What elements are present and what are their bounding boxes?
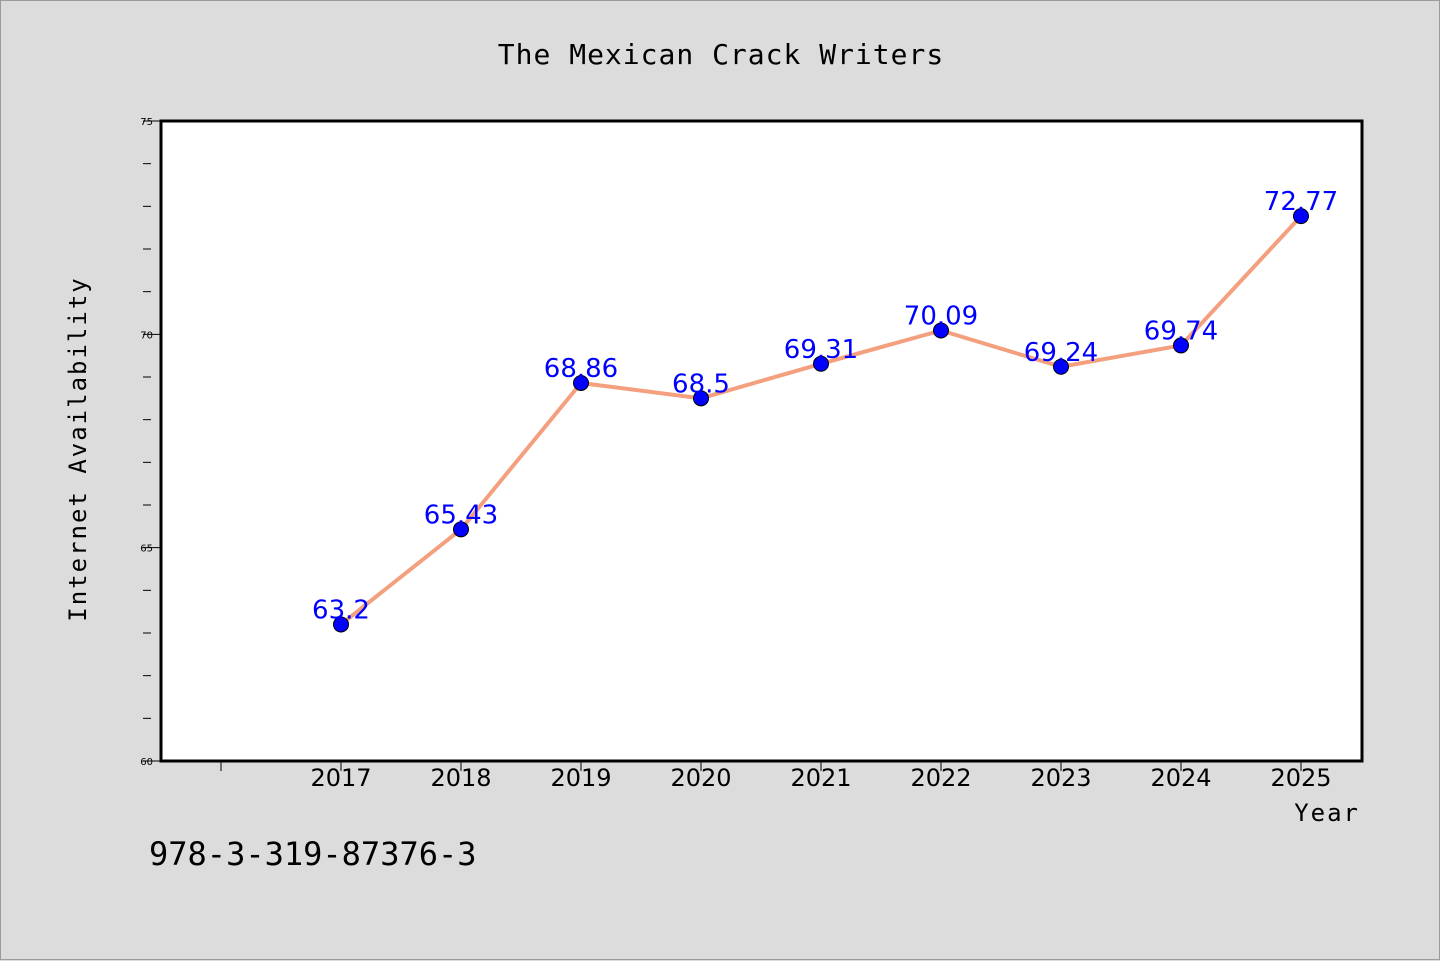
x-tick-label: 2020 (670, 764, 731, 792)
y-tick-label: 65 (140, 544, 153, 555)
y-axis-label: Internet Availability (64, 276, 92, 621)
x-tick-label: 2019 (550, 764, 611, 792)
data-label: 72.77 (1264, 187, 1338, 217)
data-label: 68.5 (672, 369, 730, 399)
data-label: 69.24 (1024, 338, 1098, 368)
data-point (333, 616, 349, 633)
x-tick-label: 2018 (430, 764, 491, 792)
data-point (453, 521, 469, 538)
x-tick-label: 2022 (910, 764, 971, 792)
x-axis-label: Year (1294, 799, 1360, 827)
x-tick-label: 2024 (1150, 764, 1211, 792)
data-labels: 63.2 65.43 68.86 68.5 69.31 70.09 69.24 69.74 72… (312, 187, 1338, 625)
y-tick-label: 70 (140, 330, 153, 341)
y-minor-ticks (143, 163, 151, 719)
data-point (1173, 337, 1189, 354)
data-label: 63.2 (312, 595, 370, 625)
data-point (693, 390, 709, 407)
x-tick-label: 2025 (1270, 764, 1331, 792)
data-label: 69.74 (1144, 316, 1218, 346)
x-ticks: 2017 2018 2019 2020 2021 2022 2023 2024 2025 (220, 761, 1332, 792)
x-tick-label: 2023 (1030, 764, 1091, 792)
y-tick-label: 75 (140, 117, 153, 128)
series-internet-availability (333, 208, 1309, 633)
data-label: 65.43 (424, 500, 498, 530)
x-tick-label: 2021 (790, 764, 851, 792)
data-label: 69.31 (784, 335, 858, 365)
data-point (933, 322, 949, 339)
footer-isbn: 978-3-319-87376-3 (149, 835, 477, 873)
chart-title: The Mexican Crack Writers (498, 38, 944, 71)
y-ticks: 60 65 70 75 (140, 117, 161, 768)
x-tick-label: 2017 (310, 764, 371, 792)
data-point (813, 355, 829, 372)
data-label: 70.09 (904, 301, 978, 331)
data-point (573, 374, 589, 391)
data-point (1053, 358, 1069, 375)
data-point (1293, 208, 1309, 225)
plot-area (159, 119, 1364, 763)
data-label: 68.86 (544, 354, 618, 384)
y-tick-label: 60 (140, 757, 153, 768)
